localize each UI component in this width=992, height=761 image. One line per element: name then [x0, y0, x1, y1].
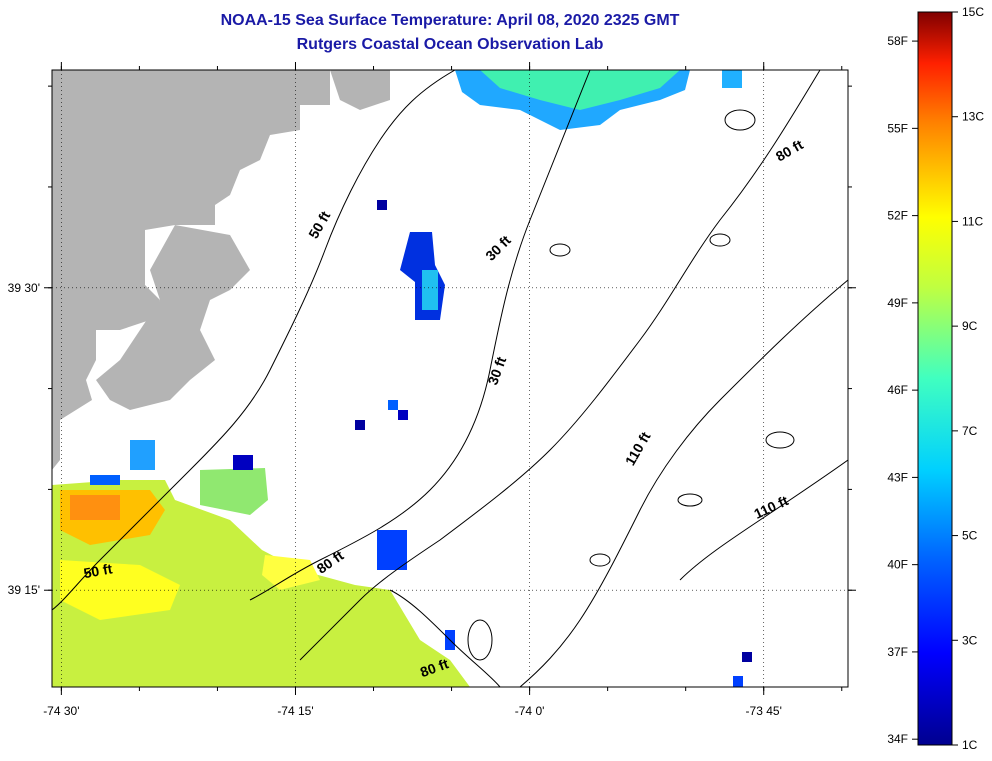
colorbar-bar	[917, 11, 953, 746]
sst-pixel-j	[130, 440, 155, 470]
colorbar-c-label-1: 13C	[962, 110, 984, 124]
colorbar-c-label-4: 7C	[962, 424, 978, 438]
contour-ring-7	[467, 619, 493, 661]
colorbar-c-label-3: 9C	[962, 319, 978, 333]
contour-ring-5	[589, 553, 611, 567]
sst-pixel-a	[377, 200, 387, 210]
x-tick-label-0: -74 30'	[43, 704, 79, 718]
sst-pixel-g	[742, 652, 752, 662]
colorbar-f-label-4: 46F	[887, 383, 908, 397]
sst-region-offshore-cyan	[422, 270, 438, 310]
colorbar-f-label-2: 52F	[887, 209, 908, 223]
sst-pixel-k	[233, 455, 253, 470]
y-tick-label-1: 39 15'	[8, 583, 40, 597]
colorbar-f-label-0: 58F	[887, 34, 908, 48]
plot-frame	[51, 69, 849, 688]
sst-pixel-d	[355, 420, 365, 430]
colorbar-f-label-1: 55F	[887, 121, 908, 135]
colorbar-c-label-6: 3C	[962, 633, 978, 647]
sst-pixel-i	[722, 70, 742, 88]
colorbar-c-label-7: 1C	[962, 738, 978, 752]
chart-title: NOAA-15 Sea Surface Temperature: April 0…	[220, 12, 680, 29]
contour-ring-6	[549, 243, 571, 257]
contour-line-coast	[389, 589, 501, 687]
sst-region-north-green	[480, 70, 680, 110]
y-tick-label-0: 39 30'	[8, 281, 40, 295]
colorbar-f-label-6: 40F	[887, 558, 908, 572]
sst-pixel-e	[377, 530, 407, 570]
sst-region-green-strip	[200, 468, 268, 515]
sst-pixel-l	[90, 475, 120, 485]
colorbar-f-label-3: 49F	[887, 296, 908, 310]
contour-line-110ft-b	[679, 459, 848, 581]
contour-line-50ft	[52, 70, 456, 611]
colorbar-f-label-5: 43F	[887, 470, 908, 484]
sst-pixel-h	[733, 676, 743, 687]
sst-region-hot-core	[70, 495, 120, 520]
colorbar-c-label-2: 11C	[962, 214, 983, 228]
contour-line-110ft-a	[519, 279, 848, 687]
x-tick-label-2: -74 0'	[515, 704, 545, 718]
x-tick-label-1: -74 15'	[277, 704, 313, 718]
land-mask-barrier	[96, 225, 250, 410]
x-tick-label-3: -73 45'	[746, 704, 782, 718]
chart-subtitle: Rutgers Coastal Ocean Observation Lab	[296, 36, 604, 53]
colorbar-c-label-5: 5C	[962, 529, 978, 543]
sst-pixel-c	[398, 410, 408, 420]
colorbar-f-label-7: 37F	[887, 645, 908, 659]
land-mask	[52, 70, 330, 470]
sst-region-yellow-strip	[262, 555, 320, 590]
colorbar-f-label-8: 34F	[887, 732, 908, 746]
contour-line-30ft	[249, 70, 591, 601]
sst-pixel-b	[388, 400, 398, 410]
contour-ring-3	[765, 431, 795, 449]
sst-region-warm-plume	[52, 480, 470, 687]
contour-ring-2	[709, 233, 731, 247]
contour-ring-1	[724, 109, 756, 131]
contour-line-80ft	[299, 70, 821, 661]
contour-label-1: 50 ft	[82, 560, 113, 581]
contour-ring-4	[677, 493, 703, 507]
land-mask-inlet	[330, 70, 390, 110]
colorbar-c-label-0: 15C	[962, 5, 984, 19]
